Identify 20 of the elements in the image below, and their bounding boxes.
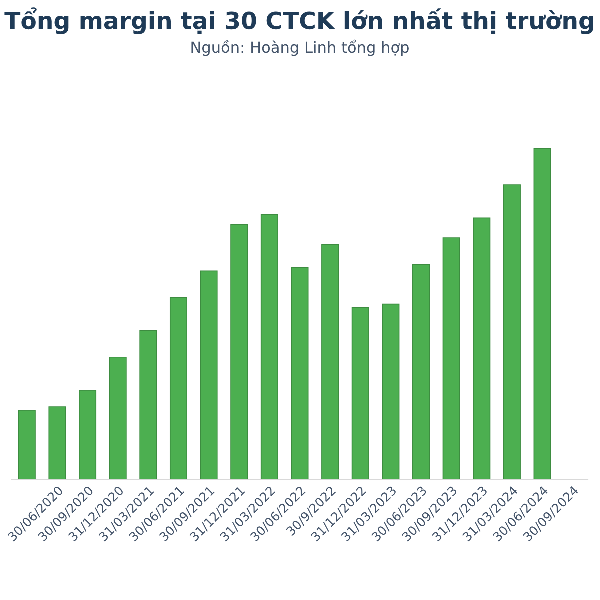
bar	[382, 304, 400, 480]
bar	[170, 297, 188, 480]
bar	[109, 356, 127, 480]
bar	[48, 406, 66, 480]
chart-title: Tổng margin tại 30 CTCK lớn nhất thị trường	[4, 8, 594, 34]
bar	[260, 214, 278, 480]
bar	[18, 410, 36, 480]
bar	[534, 148, 552, 480]
bar	[442, 238, 460, 480]
bar	[503, 184, 521, 480]
chart-subtitle: Nguồn: Hoàng Linh tổng hợp	[192, 40, 409, 56]
bar	[79, 390, 97, 480]
bar	[200, 270, 218, 480]
bar	[473, 218, 491, 480]
bar	[322, 244, 340, 480]
bar	[412, 264, 430, 480]
bar	[140, 330, 158, 480]
bar	[352, 307, 370, 480]
bar	[230, 224, 248, 480]
bar	[291, 267, 309, 480]
